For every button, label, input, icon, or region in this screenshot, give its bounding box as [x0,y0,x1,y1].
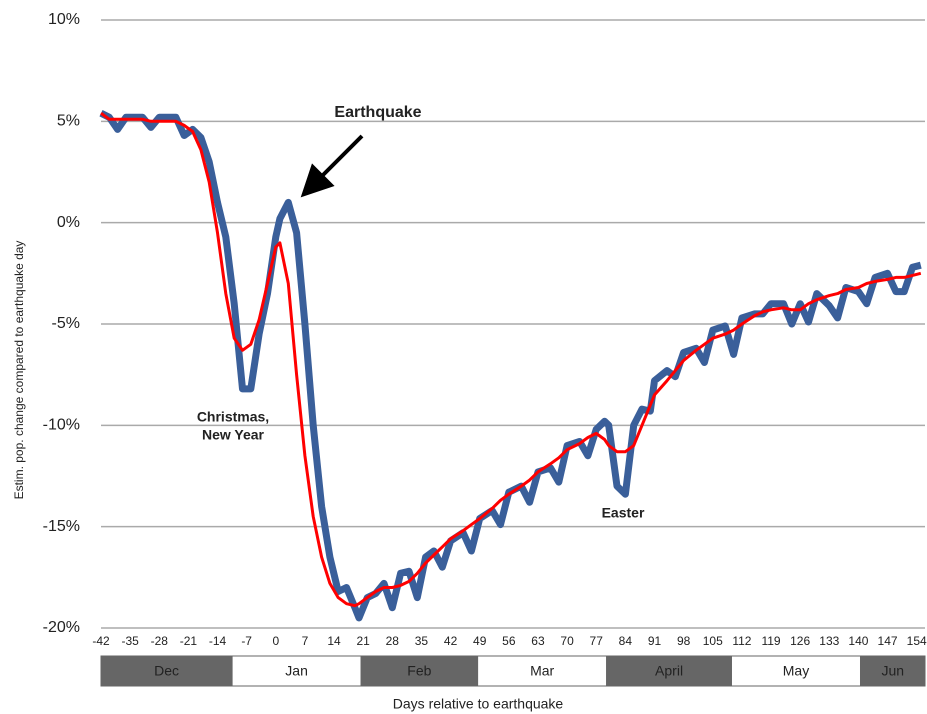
x-tick-label: 49 [473,634,487,648]
x-tick-label: 105 [703,634,723,648]
x-tick-label: -7 [241,634,252,648]
y-tick-label: -20% [43,619,80,636]
x-tick-label: 126 [790,634,810,648]
x-tick-label: -42 [92,634,110,648]
annotation: New Year [202,427,265,443]
x-tick-label: -35 [121,634,139,648]
month-band [859,655,926,687]
month-label: Mar [530,663,554,679]
month-band [606,655,732,687]
y-tick-label: 0% [57,214,80,231]
x-tick-label: 119 [761,634,780,648]
month-label: April [655,663,683,679]
plot: -20% -15% -10% -5% 0% 5% 10% -42 -35 -28 -21 -14 -7 0… [43,11,927,687]
x-tick-label: 98 [677,634,691,648]
x-tick-label: 133 [819,634,839,648]
month-band [730,655,861,687]
month-label: Dec [154,663,179,679]
x-tick-label: -21 [180,634,198,648]
x-tick-label: 70 [560,634,574,648]
month-label: May [783,663,809,679]
month-band [477,655,608,687]
annotation: Easter [602,505,645,521]
x-axis-label: Days relative to earthquake [393,696,564,712]
month-label: Jan [285,663,308,679]
y-tick-label: 5% [57,113,80,130]
x-tick-label: 63 [531,634,545,648]
month-label: Jun [881,663,904,679]
x-tick-label: 0 [272,634,279,648]
x-tick-label: 28 [386,634,400,648]
y-tick-label: 10% [48,11,80,28]
month-band [360,655,479,687]
y-tick-label: -10% [43,417,80,434]
x-tick-label: -14 [209,634,227,648]
annotation-arrow [300,134,364,198]
x-tick-label: -28 [151,634,169,648]
annotation: Earthquake [334,104,421,121]
x-tick-label: 56 [502,634,516,648]
x-tick-label: 147 [878,634,898,648]
annotation: Christmas, [197,409,269,425]
x-tick-label: 91 [648,634,662,648]
x-tick-label: 42 [444,634,458,648]
series-line [100,111,922,608]
month-band [100,655,233,687]
x-tick-label: 14 [327,634,341,648]
x-tick-label: 35 [415,634,429,648]
month-band [231,655,362,687]
y-tick-label: -5% [52,315,80,332]
x-tick-label: 84 [619,634,633,648]
x-tick-label: 154 [907,634,927,648]
y-tick-label: -15% [43,518,80,535]
x-tick-label: 140 [848,634,868,648]
month-label: Feb [407,663,431,679]
y-axis-label: Estim. pop. change compared to earthquak… [12,241,26,500]
x-tick-label: 7 [302,634,309,648]
x-tick-label: 112 [732,634,751,648]
series-line [99,110,922,622]
x-tick-label: 77 [590,634,604,648]
x-tick-label: 21 [357,634,371,648]
